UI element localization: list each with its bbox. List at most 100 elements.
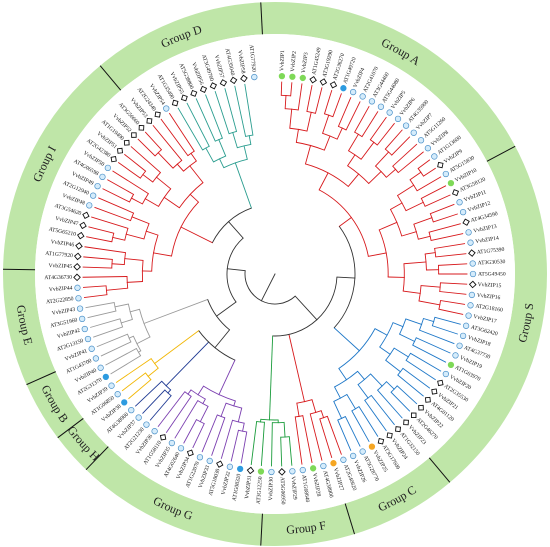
leaf-marker-circle [168, 439, 176, 447]
group-separator [26, 371, 56, 386]
leaf-marker-circle [442, 170, 450, 178]
leaf-marker-diamond [403, 419, 409, 426]
leaf-marker-diamond [123, 139, 130, 146]
leaf-label: AT1G77920 [45, 251, 73, 259]
leaf-marker-diamond [171, 99, 179, 107]
leaf-label: VvbZIP14 [475, 235, 499, 245]
leaf-marker-circle [368, 98, 376, 105]
leaf-marker-circle [102, 373, 109, 381]
group-separator [260, 2, 263, 35]
leaf-marker-circle [114, 391, 121, 398]
leaf-marker-diamond [117, 147, 124, 154]
leaf-marker-diamond [180, 94, 188, 102]
leaf-marker-circle [163, 105, 170, 112]
leaf-marker-diamond [468, 249, 476, 257]
leaf-label: AT3G12250 [256, 476, 264, 504]
leaf-marker-circle [196, 454, 204, 461]
leaf-marker-diamond [424, 396, 431, 403]
leaf-marker-diamond [75, 242, 83, 250]
leaf-marker-circle [462, 322, 470, 329]
leaf-marker-circle [128, 407, 135, 414]
leaf-marker-diamond [73, 263, 81, 271]
leaf-marker-circle [340, 85, 347, 92]
leaf-label: VvbZIP29 [290, 476, 298, 500]
leaf-marker-circle [467, 302, 474, 309]
leaf-marker-diamond [377, 438, 385, 445]
leaf-marker-circle [151, 428, 158, 435]
leaf-marker-circle [447, 361, 455, 368]
leaf-marker-diamond [73, 252, 82, 261]
leaf-marker-circle [459, 208, 467, 216]
leaf-label: AT5G06950 [279, 477, 286, 505]
leaf-label: VvbZIP44 [49, 285, 73, 293]
leaf-marker-circle [79, 315, 86, 323]
leaf-marker-circle [469, 270, 477, 278]
leaf-marker-circle [465, 229, 472, 236]
leaf-marker-diamond [131, 132, 137, 138]
leaf-label: AT1G77920 [248, 44, 257, 72]
leaf-marker-diamond [79, 221, 87, 230]
leaf-label: VvbZIP28 [311, 473, 321, 498]
leaf-marker-diamond [76, 231, 85, 240]
leaf-marker-diamond [229, 76, 238, 85]
leaf-marker-circle [99, 173, 106, 181]
leaf-label: AT4G36730 [44, 275, 72, 281]
leaf-marker-diamond [82, 211, 90, 219]
leaf-marker-circle [289, 468, 296, 475]
leaf-marker-diamond [278, 468, 286, 476]
leaf-marker-diamond [138, 124, 145, 131]
leaf-label: VvbZIP15 [478, 282, 502, 289]
leaf-marker-circle [330, 460, 337, 467]
leaf-marker-circle [74, 284, 81, 291]
leaf-marker-circle [320, 462, 327, 470]
leaf-marker-circle [309, 465, 317, 472]
leaf-label: AT3G30530 [478, 259, 506, 266]
leaf-marker-circle [402, 122, 410, 129]
leaf-label: VvbZIP1 [279, 50, 286, 71]
group-separator [344, 503, 356, 535]
leaf-marker-circle [447, 180, 455, 187]
leaf-marker-diamond [186, 449, 194, 457]
leaf-marker-circle [76, 305, 84, 312]
leaf-label: AT5G49450 [478, 271, 506, 277]
leaf-marker-circle [469, 260, 476, 267]
leaf-marker-circle [359, 448, 366, 455]
leaf-marker-circle [417, 137, 425, 144]
leaf-label: VvbZIP16 [477, 293, 501, 301]
leaf-marker-circle [86, 202, 93, 209]
leaf-label: VvbZIP46 [50, 239, 74, 248]
leaf-marker-circle [459, 332, 467, 340]
leaf-marker-circle [94, 182, 101, 190]
leaf-label: AT2G18160 [475, 303, 503, 313]
leaf-marker-circle [359, 93, 366, 100]
leaf-marker-diamond [437, 161, 444, 169]
leaf-marker-diamond [386, 432, 393, 439]
leaf-label: VvbZIP31 [244, 475, 253, 499]
leaf-marker-circle [92, 355, 100, 362]
group-separator [99, 65, 122, 91]
leaf-marker-circle [278, 72, 286, 80]
leaf-marker-diamond [395, 426, 402, 433]
leaf-marker-diamond [309, 75, 317, 84]
leaf-label: AT5G65210 [48, 227, 76, 238]
leaf-label: VvbZIP2 [290, 51, 298, 72]
leaf-label: AT1G68640 [300, 475, 310, 503]
leaf-marker-circle [177, 445, 185, 452]
tree-branches [82, 81, 468, 467]
leaf-label: VvbZIP13 [473, 224, 498, 235]
leaf-marker-diamond [190, 89, 198, 97]
leaf-label: AT1G75390 [477, 247, 505, 256]
leaf-marker-diamond [246, 466, 255, 475]
leaf-label: AT4G35040 [224, 48, 236, 76]
group-separator [85, 446, 109, 471]
leaf-marker-circle [84, 335, 92, 343]
leaf-marker-circle [206, 457, 213, 465]
leaf-marker-diamond [209, 82, 218, 90]
leaf-label: VvbZIP3 [301, 52, 310, 74]
leaf-marker-circle [299, 74, 306, 82]
leaf-marker-diamond [431, 388, 438, 395]
group-separator [260, 513, 263, 546]
leaf-label: AT1G45249 [311, 47, 322, 75]
leaf-marker-diamond [154, 111, 161, 118]
